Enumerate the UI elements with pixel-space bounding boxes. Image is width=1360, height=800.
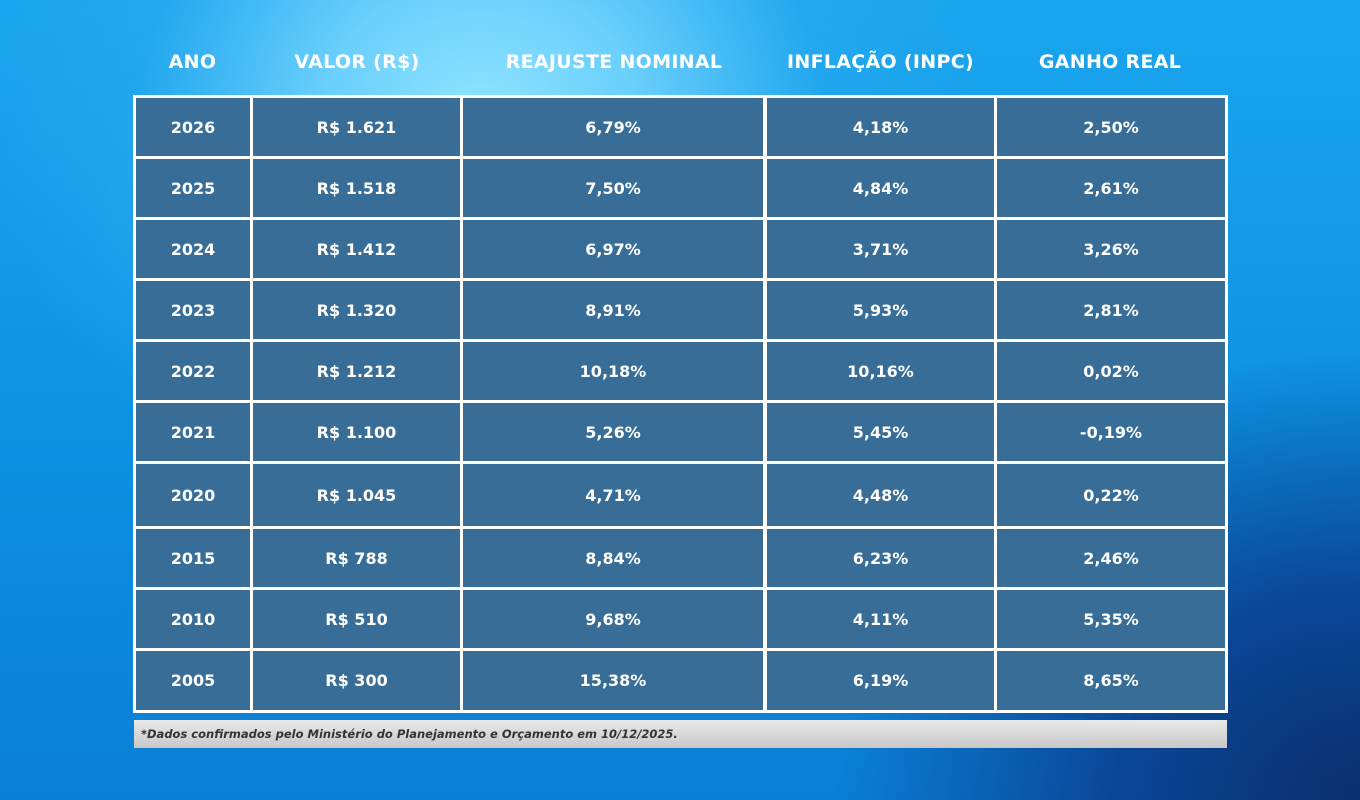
table-row: 2020 R$ 1.045 4,71% 4,48% 0,22% [133,464,1228,526]
cell-ganho-real: 2,61% [997,159,1225,217]
table-row: 2025 R$ 1.518 7,50% 4,84% 2,61% [133,159,1228,217]
cell-ganho-real: 0,22% [997,464,1225,526]
cell-ano: 2023 [136,281,250,339]
cell-ano: 2021 [136,403,250,461]
cell-valor: R$ 1.212 [253,342,460,400]
header-valor: VALOR (R$) [294,51,420,73]
footnote: *Dados confirmados pelo Ministério do Pl… [134,720,1227,748]
cell-ganho-real: 5,35% [997,590,1225,648]
table-row: 2024 R$ 1.412 6,97% 3,71% 3,26% [133,220,1228,278]
cell-reajuste-nominal: 15,38% [463,651,763,710]
cell-valor: R$ 1.412 [253,220,460,278]
cell-valor: R$ 1.045 [253,464,460,526]
table-row: 2023 R$ 1.320 8,91% 5,93% 2,81% [133,281,1228,339]
cell-inflacao: 5,93% [767,281,994,339]
cell-ano: 2020 [136,464,250,526]
cell-inflacao: 4,11% [767,590,994,648]
cell-ganho-real: 2,50% [997,98,1225,156]
table-row: 2010 R$ 510 9,68% 4,11% 5,35% [133,590,1228,648]
header-reajuste-nominal: REAJUSTE NOMINAL [505,51,723,73]
cell-inflacao: 6,23% [767,529,994,587]
cell-reajuste-nominal: 7,50% [463,159,763,217]
cell-ganho-real: 8,65% [997,651,1225,710]
cell-ganho-real: 0,02% [997,342,1225,400]
cell-ganho-real: 2,46% [997,529,1225,587]
table-row: 2005 R$ 300 15,38% 6,19% 8,65% [133,651,1228,710]
cell-reajuste-nominal: 8,84% [463,529,763,587]
cell-ano: 2015 [136,529,250,587]
cell-ano: 2010 [136,590,250,648]
cell-inflacao: 10,16% [767,342,994,400]
cell-ano: 2024 [136,220,250,278]
cell-reajuste-nominal: 4,71% [463,464,763,526]
cell-ganho-real: -0,19% [997,403,1225,461]
cell-inflacao: 3,71% [767,220,994,278]
cell-inflacao: 6,19% [767,651,994,710]
cell-reajuste-nominal: 8,91% [463,281,763,339]
cell-reajuste-nominal: 6,79% [463,98,763,156]
cell-valor: R$ 1.320 [253,281,460,339]
cell-ano: 2026 [136,98,250,156]
cell-ganho-real: 2,81% [997,281,1225,339]
cell-valor: R$ 300 [253,651,460,710]
header-ganho-real: GANHO REAL [1038,51,1182,73]
cell-reajuste-nominal: 10,18% [463,342,763,400]
table-row: 2021 R$ 1.100 5,26% 5,45% -0,19% [133,403,1228,461]
cell-ano: 2022 [136,342,250,400]
table-row: 2022 R$ 1.212 10,18% 10,16% 0,02% [133,342,1228,400]
cell-valor: R$ 788 [253,529,460,587]
cell-valor: R$ 1.518 [253,159,460,217]
cell-valor: R$ 1.621 [253,98,460,156]
table-header: ANO VALOR (R$) REAJUSTE NOMINAL INFLAÇÃO… [134,44,1227,80]
cell-inflacao: 4,18% [767,98,994,156]
cell-inflacao: 5,45% [767,403,994,461]
header-ano: ANO [168,51,217,73]
header-inflacao: INFLAÇÃO (INPC) [787,51,974,73]
cell-reajuste-nominal: 9,68% [463,590,763,648]
cell-ano: 2005 [136,651,250,710]
cell-inflacao: 4,48% [767,464,994,526]
cell-inflacao: 4,84% [767,159,994,217]
salary-table: 2026 R$ 1.621 6,79% 4,18% 2,50% 2025 R$ 1.518 7… [133,95,1228,713]
cell-valor: R$ 510 [253,590,460,648]
cell-ano: 2025 [136,159,250,217]
cell-reajuste-nominal: 5,26% [463,403,763,461]
cell-reajuste-nominal: 6,97% [463,220,763,278]
cell-ganho-real: 3,26% [997,220,1225,278]
table-row: 2015 R$ 788 8,84% 6,23% 2,46% [133,529,1228,587]
cell-valor: R$ 1.100 [253,403,460,461]
table-row: 2026 R$ 1.621 6,79% 4,18% 2,50% [133,98,1228,156]
